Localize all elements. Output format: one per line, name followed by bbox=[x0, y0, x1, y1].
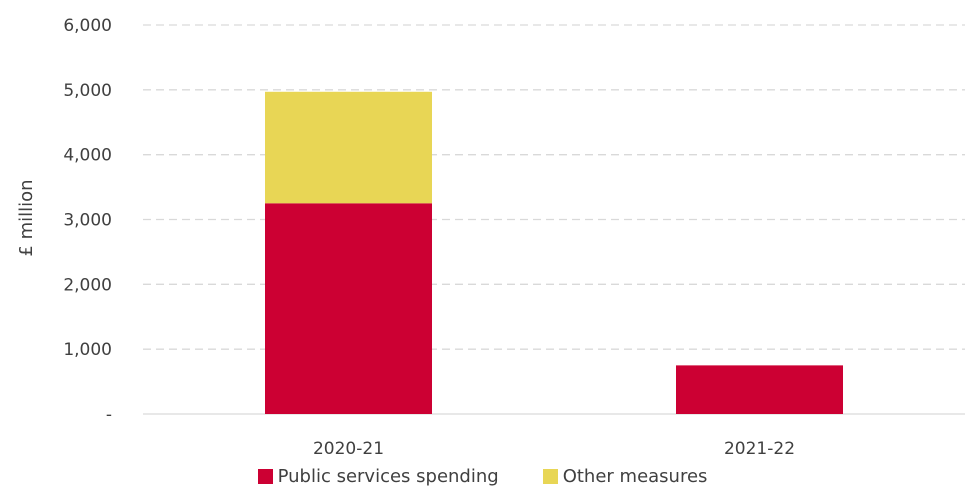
bar-segment bbox=[676, 365, 843, 414]
legend: Public services spending Other measures bbox=[0, 463, 965, 489]
x-tick-labels: 2020-21 2021-22 bbox=[313, 439, 795, 459]
legend-swatch bbox=[542, 468, 558, 484]
bar-segment bbox=[265, 203, 432, 414]
legend-item: Public services spending bbox=[257, 465, 499, 487]
y-tick-label: 4,000 bbox=[63, 146, 112, 166]
y-tick-label: 3,000 bbox=[63, 211, 112, 231]
legend-label: Other measures bbox=[562, 465, 708, 487]
x-tick-label: 2020-21 bbox=[313, 439, 384, 459]
legend-item: Other measures bbox=[542, 465, 708, 487]
legend-swatch bbox=[257, 468, 273, 484]
bars bbox=[265, 91, 843, 414]
legend-label: Public services spending bbox=[277, 465, 499, 487]
x-tick-label: 2021-22 bbox=[724, 439, 795, 459]
y-tick-label: 6,000 bbox=[63, 16, 112, 36]
y-tick-label: 1,000 bbox=[63, 340, 112, 360]
y-tick-label: - bbox=[106, 405, 112, 425]
y-axis-title: £ million bbox=[16, 179, 37, 256]
y-tick-label: 5,000 bbox=[63, 81, 112, 101]
bar-segment bbox=[265, 91, 432, 204]
y-tick-labels: - 1,000 2,000 3,000 4,000 5,000 6,000 bbox=[63, 16, 112, 425]
y-tick-label: 2,000 bbox=[63, 275, 112, 295]
